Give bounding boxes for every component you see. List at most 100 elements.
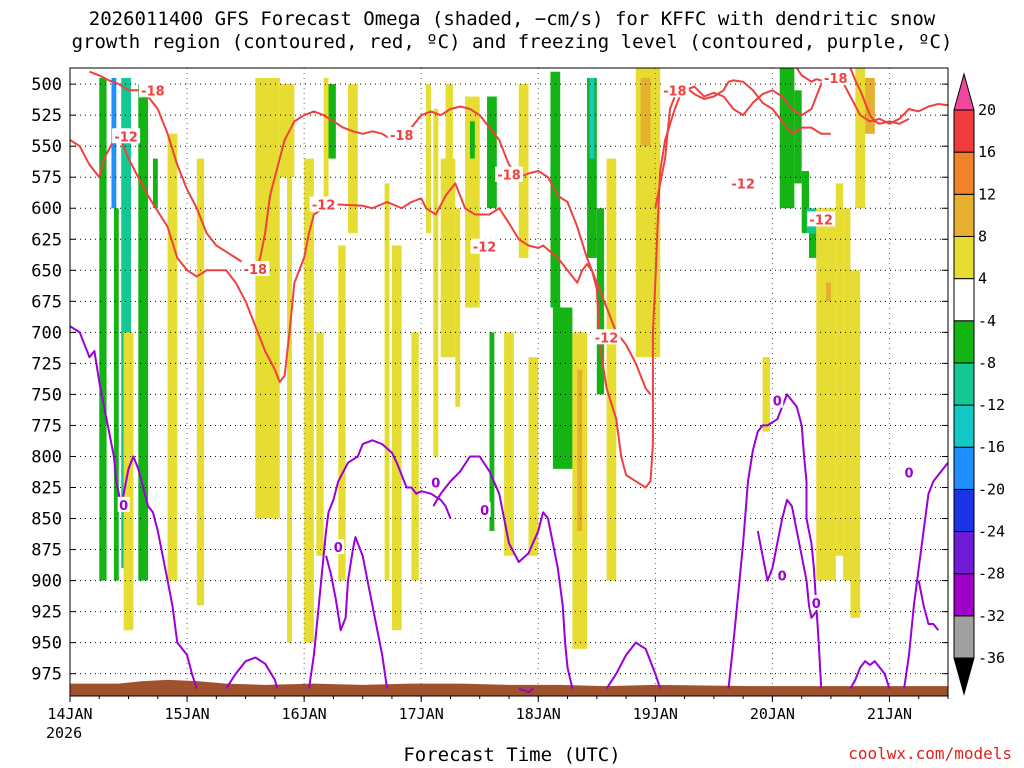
omega-region [99, 77, 107, 581]
omega-region [113, 208, 119, 581]
y-tick-label: 775 [31, 416, 62, 436]
y-tick-label: 950 [31, 634, 62, 654]
omega-region [843, 208, 851, 581]
x-axis-label: Forecast Time (UTC) [403, 744, 621, 766]
contour-label: -18 [824, 72, 848, 87]
x-tick-label: 15JAN [164, 705, 209, 723]
colorbar-swatch [953, 109, 975, 153]
omega-region [121, 77, 131, 569]
credit-link[interactable]: coolwx.com/models [848, 744, 1012, 763]
omega-region [489, 332, 495, 531]
omega-region [518, 84, 529, 258]
contour-label: -18 [244, 263, 268, 278]
contour-label-bg [495, 166, 523, 182]
omega-region [391, 245, 402, 631]
omega-region [465, 96, 480, 308]
colorbar-tick-label: -32 [978, 607, 1005, 625]
freezing-level-contour [727, 393, 823, 689]
colorbar-tick-label: 16 [978, 143, 996, 161]
colorbar-swatch [953, 193, 975, 237]
omega-region [606, 158, 617, 581]
terrain-layer [70, 679, 948, 696]
omega-region [587, 77, 597, 258]
freezing-level-contour [518, 687, 535, 694]
freezing-level-contour [917, 580, 939, 631]
contour-label-bg [112, 128, 141, 144]
y-tick-label: 900 [31, 572, 62, 592]
x-tick-sublabel: 2026 [46, 724, 82, 742]
omega-region [577, 369, 583, 531]
dgz-minus18-contour [89, 70, 652, 396]
contour-label-bg [902, 464, 915, 480]
omega-region [138, 84, 149, 581]
contour-label: 0 [773, 395, 782, 410]
contour-label-bg [429, 474, 442, 490]
colorbar-swatch [953, 573, 975, 617]
contour-label-bg [117, 496, 130, 512]
contour-label-bg [138, 82, 167, 98]
contour-label-bg [478, 501, 491, 517]
omega-region [826, 282, 831, 302]
contour-label: -12 [595, 331, 619, 346]
contour-label-bg [776, 567, 789, 583]
colorbar-bottom-arrow [953, 657, 975, 696]
omega-region [445, 84, 453, 271]
freezing-level-contour [756, 498, 818, 619]
y-tick-label: 750 [31, 385, 62, 405]
y-tick-label: 700 [31, 323, 62, 343]
freezing-level-contour [325, 536, 389, 689]
contour-label-bg [810, 594, 823, 610]
colorbar-tick-label: -28 [978, 565, 1005, 583]
colorbar-swatch [953, 151, 975, 195]
contour-label: -12 [809, 213, 833, 228]
y-tick-label: 925 [31, 603, 62, 623]
y-tick-label: 625 [31, 230, 62, 250]
x-tick-label: 17JAN [399, 705, 444, 723]
omega-region [455, 208, 461, 407]
x-tick-label: 20JAN [750, 705, 795, 723]
omega-region [287, 108, 292, 643]
colorbar-tick-label: -4 [978, 312, 996, 330]
colorbar-tick-label: 12 [978, 185, 996, 203]
y-tick-label: 850 [31, 510, 62, 530]
freezing-level-contour [432, 455, 574, 689]
dgz-minus18-contour [849, 67, 910, 125]
contour-label: -12 [114, 130, 138, 145]
contour-label: 0 [119, 499, 128, 514]
x-tick-label: 19JAN [633, 705, 678, 723]
y-tick-label: 675 [31, 292, 62, 312]
omega-region [779, 68, 795, 209]
contour-label-bg [807, 211, 836, 227]
contour-label-bg [470, 238, 499, 254]
axis-layer: 500 525 550 575 600 625 650 675 700 725 750 775 800 8… [31, 75, 949, 742]
contour-label-bg [241, 261, 270, 277]
omega-region [855, 68, 866, 209]
contour-label: -12 [731, 177, 755, 192]
y-tick-label: 575 [31, 168, 62, 188]
omega-region [528, 357, 539, 556]
colorbar-tick-label: -12 [978, 396, 1005, 414]
freezing-level-contour [225, 656, 279, 690]
colorbar-swatch [953, 615, 975, 659]
y-tick-label: 550 [31, 137, 62, 157]
colorbar-swatch [953, 362, 975, 406]
omega-region [338, 245, 346, 581]
omega-region [801, 171, 809, 234]
contour-label: -18 [141, 84, 165, 99]
colorbar-swatch [953, 531, 975, 575]
omega-region [348, 84, 358, 234]
omega-region [426, 84, 431, 234]
omega-region [433, 108, 439, 457]
contour-label-bg [387, 127, 416, 143]
x-tick-label: 14JAN [47, 705, 92, 723]
contour-label-bg [309, 196, 338, 212]
omega-region [762, 357, 770, 432]
contour-layer [69, 67, 949, 694]
chart-title-line-2: growth region (contoured, red, ºC) and f… [71, 31, 953, 53]
omega-region [794, 90, 802, 184]
colorbar-swatch [953, 488, 975, 533]
omega-region [589, 77, 595, 159]
contour-label-bg [332, 539, 345, 555]
omega-region [487, 96, 497, 209]
